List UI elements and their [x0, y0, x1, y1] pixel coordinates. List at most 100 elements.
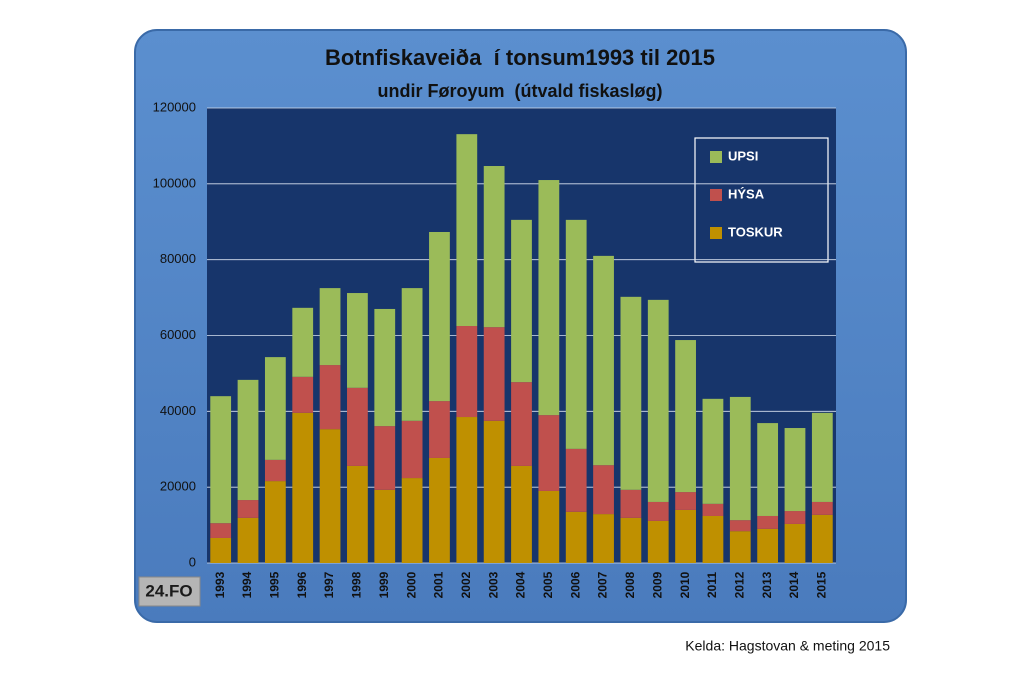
- bar-segment: [401, 420, 423, 479]
- y-tick-label: 40000: [160, 403, 196, 418]
- bar-segment: [347, 293, 368, 388]
- bar-segment: [483, 420, 505, 563]
- bar-segment: [784, 428, 806, 512]
- bar-segment: [757, 423, 779, 516]
- x-tick-label: 2004: [514, 571, 528, 598]
- legend-swatch: [710, 227, 722, 239]
- bar-segment: [593, 465, 614, 515]
- x-tick-label: 2014: [787, 571, 801, 598]
- bar-segment: [210, 396, 232, 524]
- x-tick-label: 2008: [623, 571, 637, 598]
- chart-title: Botnfiskaveiða í tonsum1993 til 2015: [325, 45, 715, 70]
- x-tick-label: 2015: [814, 571, 828, 598]
- bar-segment: [784, 511, 806, 524]
- x-tick-label: 2012: [732, 571, 746, 598]
- bar-segment: [264, 357, 286, 460]
- bar-segment: [811, 412, 833, 502]
- bar-segment: [429, 401, 450, 458]
- bar-segment: [237, 379, 259, 501]
- bar-segment: [264, 459, 286, 482]
- bar-segment: [620, 517, 642, 563]
- bar-segment: [319, 429, 341, 563]
- bar-segment: [292, 376, 314, 413]
- bar-segment: [702, 515, 724, 563]
- bar-segment: [483, 166, 505, 328]
- x-tick-label: 2009: [650, 571, 664, 598]
- bar-segment: [647, 501, 669, 521]
- bar-segment: [538, 490, 560, 563]
- bar-segment: [237, 517, 259, 563]
- bar-segment: [374, 489, 396, 563]
- bar-segment: [319, 288, 341, 366]
- bar-segment: [565, 448, 587, 512]
- bar-segment: [757, 528, 779, 563]
- x-tick-label: 2010: [678, 571, 692, 598]
- bar-segment: [401, 478, 423, 563]
- x-tick-label: 1994: [240, 571, 254, 598]
- bar-segment: [565, 511, 587, 563]
- bar-segment: [538, 415, 560, 491]
- x-tick-label: 2013: [760, 571, 774, 598]
- logo: 24.FO: [145, 581, 192, 600]
- bar-segment: [429, 457, 450, 563]
- legend-label: UPSI: [728, 148, 758, 163]
- bar-segment: [811, 501, 833, 515]
- bar-segment: [264, 481, 286, 563]
- x-tick-label: 2003: [486, 571, 500, 598]
- bar-segment: [593, 255, 614, 466]
- bar-segment: [620, 489, 642, 518]
- y-tick-label: 80000: [160, 251, 196, 266]
- y-tick-label: 0: [189, 554, 196, 569]
- bar-segment: [456, 134, 478, 327]
- x-tick-label: 2006: [568, 571, 582, 598]
- bar-segment: [210, 537, 232, 563]
- bar-segment: [565, 219, 587, 449]
- x-tick-label: 1996: [295, 571, 309, 598]
- y-tick-label: 120000: [153, 99, 196, 114]
- bar-segment: [292, 307, 314, 377]
- bar-segment: [319, 365, 341, 430]
- x-tick-label: 1995: [268, 571, 282, 598]
- bar-segment: [511, 465, 532, 563]
- bar-segment: [784, 523, 806, 563]
- bar-segment: [593, 514, 614, 563]
- bar-segment: [647, 299, 669, 502]
- bar-segment: [729, 396, 751, 521]
- bar-segment: [347, 387, 368, 466]
- x-tick-label: 1999: [377, 571, 391, 598]
- bar-segment: [456, 417, 478, 563]
- x-tick-label: 2005: [541, 571, 555, 598]
- bar-segment: [811, 514, 833, 563]
- bar-segment: [429, 231, 450, 402]
- x-tick-label: 2001: [432, 571, 446, 598]
- y-tick-label: 100000: [153, 175, 196, 190]
- bar-segment: [374, 426, 396, 490]
- x-tick-label: 1998: [350, 571, 364, 598]
- legend-box: [694, 137, 829, 263]
- bar-segment: [237, 500, 259, 518]
- x-tick-label: 1997: [322, 571, 336, 598]
- bar-segment: [647, 520, 669, 563]
- source-note: Kelda: Hagstovan & meting 2015: [685, 638, 890, 654]
- chart-subtitle: undir Føroyum (útvald fiskasløg): [377, 81, 662, 101]
- legend-swatch: [710, 151, 722, 163]
- legend-swatch: [710, 189, 722, 201]
- bar-segment: [675, 492, 696, 510]
- bar-segment: [292, 412, 314, 563]
- y-tick-label: 20000: [160, 479, 196, 494]
- bar-segment: [757, 515, 779, 529]
- bar-segment: [538, 180, 560, 416]
- logo-box: [138, 576, 201, 607]
- bar-segment: [210, 523, 232, 538]
- bar-segment: [729, 520, 751, 532]
- bar-segment: [675, 340, 696, 493]
- bar-segment: [511, 382, 532, 466]
- x-tick-label: 2007: [596, 571, 610, 598]
- bar-segment: [729, 531, 751, 563]
- bar-segment: [620, 296, 642, 490]
- y-tick-label: 60000: [160, 327, 196, 342]
- x-tick-label: 2002: [459, 571, 473, 598]
- x-tick-label: 2011: [705, 572, 719, 598]
